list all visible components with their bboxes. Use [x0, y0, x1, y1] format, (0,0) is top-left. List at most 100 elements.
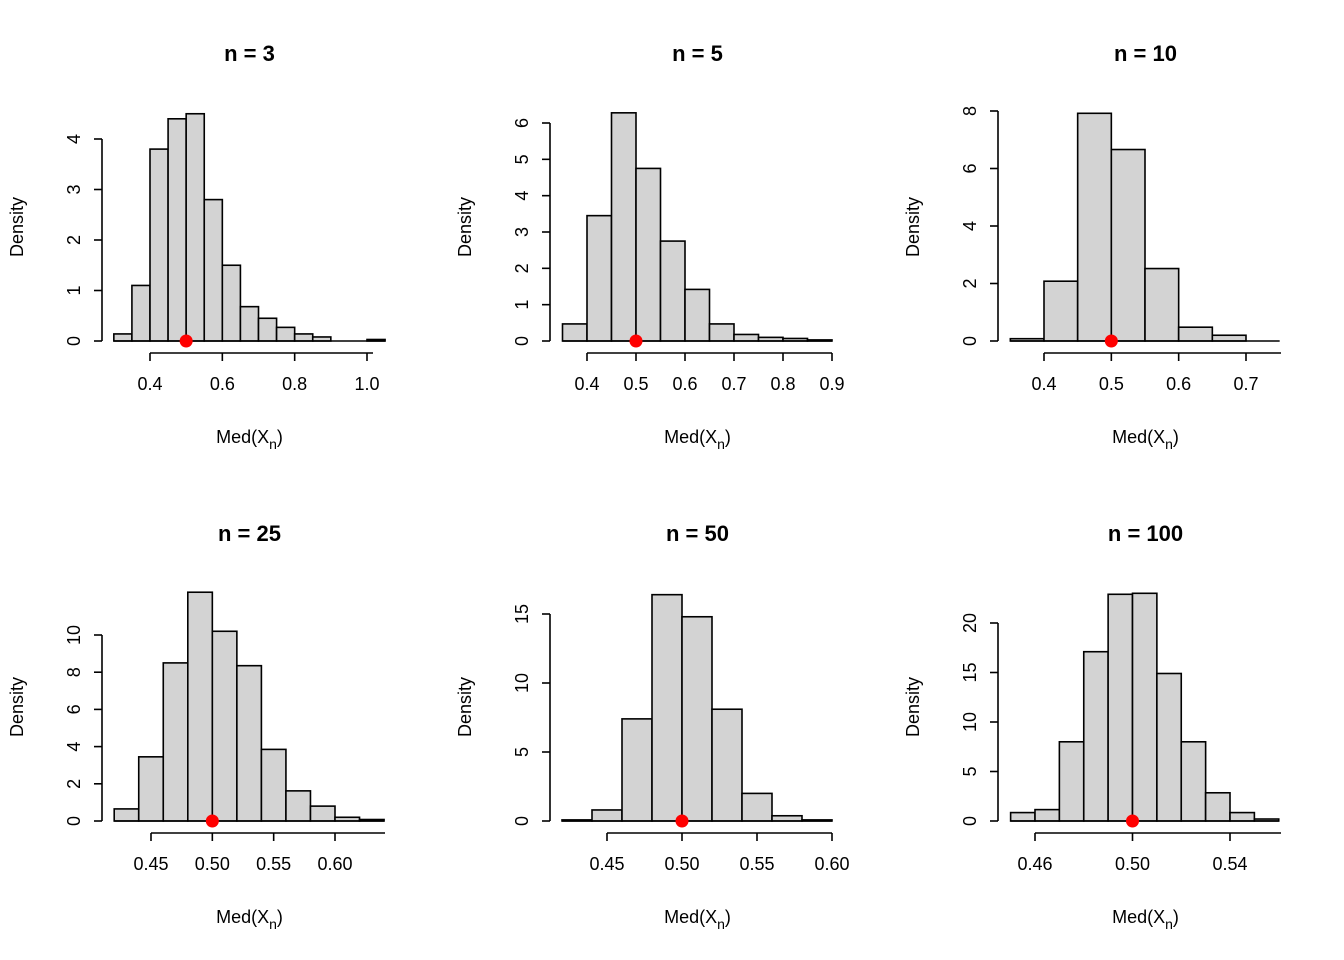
x-tick-label: 0.50: [1115, 854, 1150, 874]
histogram-bar: [1034, 808, 1061, 822]
x-tick-label: 0.6: [1166, 374, 1191, 394]
y-tick-label: 5: [512, 154, 532, 164]
histogram-bar: [185, 112, 206, 342]
histogram-bar: [711, 708, 743, 822]
x-axis-label-subscript: n: [717, 916, 725, 932]
x-axis-label: Med(Xn): [664, 907, 731, 932]
histogram-bar: [1110, 148, 1146, 342]
x-tick-label: 0.54: [1212, 854, 1247, 874]
x-axis-label-main: Med(X: [1112, 907, 1165, 927]
y-tick-label: 0: [512, 336, 532, 346]
x-tick-label: 0.9: [819, 374, 844, 394]
y-tick-label: 5: [512, 747, 532, 757]
x-tick-label: 0.4: [574, 374, 599, 394]
histogram-bar: [733, 333, 760, 342]
y-tick-label: 8: [960, 106, 980, 116]
histogram-panel-4: n = 25 0 2 4 6 8 10 0.45 0.50 0.55 0.60 Med(Xn) Dens…: [7, 521, 385, 932]
x-tick-label: 0.60: [317, 854, 352, 874]
y-tick-label: 0: [960, 816, 980, 826]
y-tick-label: 4: [512, 191, 532, 201]
histogram-bar: [659, 240, 686, 342]
histogram-bar: [684, 288, 711, 342]
histogram-bar: [1131, 592, 1158, 822]
histogram-bar: [1043, 280, 1079, 342]
y-axis-label: Density: [7, 197, 27, 257]
y-tick-label: 1: [512, 300, 532, 310]
histogram-bar: [1204, 791, 1231, 822]
panel-title: n = 3: [224, 41, 275, 66]
histogram-bar: [621, 718, 653, 822]
x-tick-label: 1.0: [354, 374, 379, 394]
x-axis-label: Med(Xn): [216, 427, 283, 452]
reference-point-marker: [629, 334, 643, 348]
histogram-bar: [236, 664, 263, 822]
y-tick-label: 2: [64, 779, 84, 789]
panel-title: n = 25: [218, 521, 281, 546]
histogram-bar: [239, 305, 260, 342]
histogram-panel-5: n = 50 0 5 10 15 0.45 0.50 0.55 0.60 Med(Xn) Densi…: [455, 521, 850, 932]
x-axis-label-close: ): [277, 907, 283, 927]
x-tick-label: 0.6: [210, 374, 235, 394]
histogram-bar: [1180, 740, 1207, 822]
y-tick-label: 10: [960, 712, 980, 732]
x-axis-label: Med(Xn): [1112, 427, 1179, 452]
y-tick-label: 0: [512, 816, 532, 826]
y-axis-label: Density: [455, 677, 475, 737]
y-tick-label: 5: [960, 766, 980, 776]
x-tick-label: 0.5: [623, 374, 648, 394]
histogram-bar: [162, 662, 189, 822]
histogram-panel-6: n = 100 0 5 10 15 20 0.46 0.50 0.54 Med(Xn) Densit…: [903, 521, 1281, 932]
histogram-bar: [610, 112, 637, 342]
histogram-bar: [708, 323, 735, 342]
panel-title: n = 10: [1114, 41, 1177, 66]
histogram-bar: [285, 790, 312, 822]
x-axis-label-close: ): [1173, 907, 1179, 927]
x-tick-label: 0.7: [721, 374, 746, 394]
x-axis-label: Med(Xn): [1112, 907, 1179, 932]
histogram-bar: [681, 615, 713, 822]
histogram-bar: [293, 333, 314, 342]
x-tick-label: 0.7: [1233, 374, 1258, 394]
histogram-bar: [1144, 267, 1180, 342]
histogram-bar: [1211, 334, 1247, 342]
reference-point-marker: [179, 334, 193, 348]
histogram-bar: [275, 326, 296, 342]
y-tick-label: 15: [960, 662, 980, 682]
panel-title: n = 100: [1108, 521, 1183, 546]
histogram-bar: [741, 792, 773, 822]
x-axis-label-subscript: n: [1165, 436, 1173, 452]
histogram-panel-1: n = 3 0 1 2 3 4 0.4 0.6 0.8 1.0 Med(Xn) Density: [7, 41, 386, 452]
reference-point-marker: [675, 814, 689, 828]
histogram-bar: [257, 317, 278, 342]
x-axis-label-subscript: n: [269, 436, 277, 452]
x-axis-label-main: Med(X: [664, 907, 717, 927]
histogram-bar: [586, 214, 613, 342]
histogram-bar: [635, 167, 662, 342]
y-tick-label: 0: [64, 336, 84, 346]
y-tick-label: 4: [64, 742, 84, 752]
x-tick-label: 0.8: [282, 374, 307, 394]
y-tick-label: 6: [64, 704, 84, 714]
histogram-bar: [1009, 811, 1036, 822]
x-tick-label: 0.45: [589, 854, 624, 874]
histogram-bar: [591, 809, 623, 822]
histogram-bar: [137, 756, 165, 822]
histogram-panel-2: n = 5 0 1 2 3 4 5 6 0.4 0.5 0.6 0.7 0.8 0.9 Med(Xn) Den…: [455, 41, 845, 452]
histogram-bar: [113, 333, 133, 342]
x-axis-label-close: ): [725, 427, 731, 447]
x-axis-label-main: Med(X: [216, 907, 269, 927]
y-tick-label: 3: [64, 184, 84, 194]
histogram-panel-3: n = 10 0 2 4 6 8 0.4 0.5 0.6 0.7 Med(Xn) Density: [903, 41, 1281, 452]
x-tick-label: 0.50: [195, 854, 230, 874]
x-axis-label-main: Med(X: [664, 427, 717, 447]
x-tick-label: 0.4: [137, 374, 162, 394]
x-axis-label-subscript: n: [1165, 916, 1173, 932]
histogram-bar: [113, 808, 140, 822]
x-tick-label: 0.5: [1099, 374, 1124, 394]
y-tick-label: 6: [512, 118, 532, 128]
x-axis-label: Med(Xn): [216, 907, 283, 932]
histogram-bar: [651, 593, 683, 822]
y-tick-label: 4: [960, 221, 980, 231]
histogram-bar: [309, 805, 336, 822]
y-tick-label: 0: [64, 816, 84, 826]
